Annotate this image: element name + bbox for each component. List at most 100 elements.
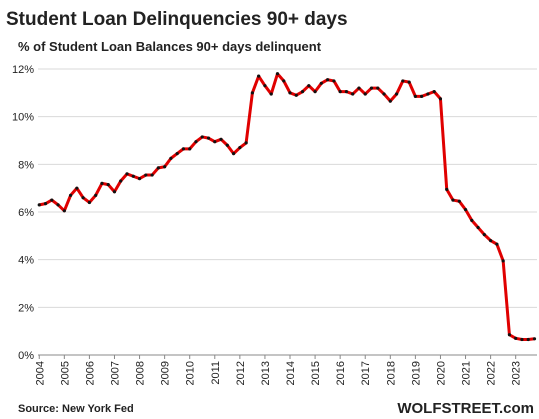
data-point <box>470 218 474 222</box>
data-point <box>81 196 85 200</box>
data-point <box>75 186 79 190</box>
data-point <box>482 233 486 237</box>
data-point <box>294 93 298 97</box>
data-point <box>231 152 236 156</box>
data-point <box>106 182 110 187</box>
data-point <box>219 137 223 141</box>
data-point <box>163 165 167 169</box>
data-point <box>363 92 367 96</box>
data-point <box>175 152 179 156</box>
data-point <box>394 92 399 96</box>
data-point <box>326 78 330 82</box>
data-point <box>275 72 280 76</box>
data-point <box>495 242 499 246</box>
data-point <box>300 90 305 94</box>
x-tick-label: 2014 <box>285 361 297 385</box>
data-point <box>257 74 261 78</box>
x-tick-label: 2023 <box>511 361 523 385</box>
y-tick-label: 10% <box>12 112 34 124</box>
data-point <box>344 90 349 94</box>
x-tick-label: 2008 <box>135 361 147 385</box>
data-point <box>369 86 374 90</box>
x-tick-label: 2021 <box>461 361 473 385</box>
data-point <box>156 166 160 170</box>
data-point <box>50 198 54 202</box>
data-point <box>520 337 524 342</box>
data-point <box>112 190 117 194</box>
data-point <box>407 80 411 84</box>
data-point <box>476 225 480 230</box>
data-point <box>181 147 186 151</box>
x-tick-label: 2019 <box>410 361 422 385</box>
data-point <box>338 90 342 94</box>
x-tick-label: 2006 <box>84 361 96 385</box>
x-tick-label: 2013 <box>260 361 272 385</box>
data-point <box>125 172 129 176</box>
data-point <box>131 174 135 178</box>
x-tick-label: 2011 <box>210 361 222 385</box>
x-tick-label: 2012 <box>235 361 247 385</box>
data-point <box>357 86 361 90</box>
y-tick-label: 12% <box>12 64 34 76</box>
data-point <box>501 259 505 263</box>
data-point <box>351 92 355 96</box>
x-tick-label: 2004 <box>34 361 46 385</box>
data-point <box>206 136 211 140</box>
data-point <box>137 177 142 181</box>
data-point <box>169 156 173 160</box>
y-tick-label: 0% <box>18 350 34 362</box>
data-point <box>68 193 73 197</box>
data-point <box>401 79 405 83</box>
data-point <box>87 200 92 205</box>
x-tick-label: 2017 <box>360 361 372 385</box>
data-point <box>313 90 317 94</box>
data-line <box>38 72 535 342</box>
data-point <box>43 202 48 206</box>
data-point <box>319 81 323 85</box>
source: Source: New York Fed <box>18 403 134 415</box>
data-point <box>200 135 204 139</box>
data-point <box>420 94 424 99</box>
data-point <box>244 141 248 145</box>
data-point <box>376 86 380 90</box>
data-point <box>426 92 430 96</box>
x-tick-label: 2010 <box>185 361 197 385</box>
data-point <box>269 92 273 96</box>
x-tick-label: 2009 <box>160 361 172 385</box>
data-point <box>194 140 198 144</box>
data-point <box>263 84 267 88</box>
data-point <box>238 146 242 150</box>
data-point <box>432 90 436 94</box>
data-point <box>457 199 461 203</box>
data-point <box>94 193 98 197</box>
x-tick-label: 2016 <box>335 361 347 385</box>
data-point <box>37 203 41 207</box>
data-point <box>100 181 104 185</box>
data-point <box>288 91 292 95</box>
chart-title: Student Loan Delinquencies 90+ days <box>6 9 348 30</box>
data-point <box>332 79 336 83</box>
data-point <box>532 337 537 341</box>
x-tick-label: 2022 <box>486 361 498 385</box>
data-point <box>150 173 154 177</box>
data-point <box>413 94 417 99</box>
data-point <box>144 173 148 177</box>
x-tick-label: 2020 <box>435 361 447 385</box>
y-tick-label: 8% <box>18 159 34 171</box>
data-point <box>438 97 443 101</box>
x-tick-label: 2018 <box>385 361 397 385</box>
x-tick-label: 2015 <box>310 361 322 385</box>
brand: WOLFSTREET.com <box>397 400 534 417</box>
data-point <box>119 179 123 183</box>
data-point <box>56 203 60 207</box>
data-point <box>282 79 286 83</box>
data-point <box>307 84 311 88</box>
data-point <box>445 187 449 191</box>
y-tick-label: 4% <box>18 255 34 267</box>
data-point <box>507 333 512 337</box>
data-point <box>213 140 217 144</box>
data-point <box>250 91 254 95</box>
chart-subtitle: % of Student Loan Balances 90+ days deli… <box>18 39 322 54</box>
data-point <box>463 208 468 212</box>
y-tick-label: 2% <box>18 302 34 314</box>
